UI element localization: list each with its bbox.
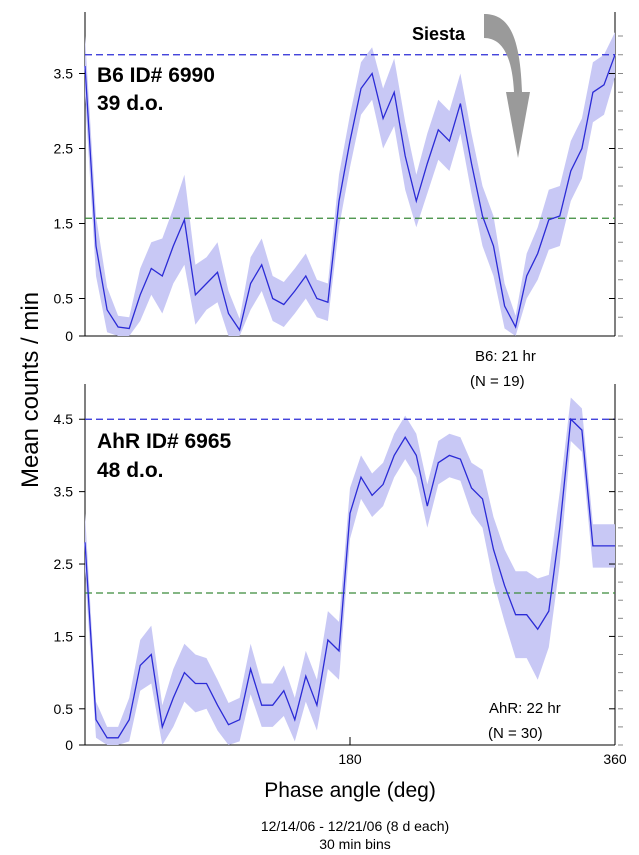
bottom-y-tick-label: 2.5 [54,556,74,572]
top-panel-y-ticks: 0 0.5 1.5 2.5 3.5 [54,35,623,344]
top-y-tick-label: 2.5 [54,141,74,157]
siesta-arrow-icon [484,14,530,158]
bottom-y-tick-label: 4.5 [54,411,74,427]
top-panel-plot-area [84,32,616,337]
top-panel-caption-line1: B6: 21 hr [475,348,536,365]
bottom-y-tick-label: 1.5 [54,628,74,644]
bottom-series-line [84,417,615,739]
bottom-panel-x-ticks: 180 360 [338,737,627,767]
top-y-tick-label: 0.5 [54,291,74,307]
top-y-tick-label: 1.5 [54,216,74,232]
top-panel: 0 0.5 1.5 2.5 3.5 B6 ID# 6990 39 d.o. Siesta… [54,12,623,390]
top-y-tick-label: 0 [65,328,73,344]
footnote-line2: 30 min bins [319,836,391,852]
top-series-line [84,54,616,332]
top-series-error-band [85,32,615,337]
bottom-x-tick-label: 180 [338,751,362,767]
bottom-series-error-band [85,397,615,745]
top-panel-caption-line2: (N = 19) [470,373,525,390]
bottom-panel-y-ticks: 0 0.5 1.5 2.5 3.5 4.5 [54,411,623,753]
bottom-panel: 0 0.5 1.5 2.5 3.5 4.5 180 360 AhR ID# 6965 48 … [54,384,627,767]
bottom-y-tick-label: 0 [65,737,73,753]
y-axis-label: Mean counts / min [17,292,44,488]
top-y-tick-label: 3.5 [54,66,74,82]
bottom-panel-plot-area [84,397,615,745]
bottom-y-tick-label: 3.5 [54,484,74,500]
top-panel-title: B6 ID# 6990 [97,64,215,87]
bottom-x-tick-label: 360 [603,751,627,767]
bottom-panel-subtitle: 48 d.o. [97,459,164,482]
bottom-y-tick-label: 0.5 [54,701,74,717]
bottom-panel-caption-line2: (N = 30) [488,725,543,742]
footnote-line1: 12/14/06 - 12/21/06 (8 d each) [261,818,449,834]
top-panel-subtitle: 39 d.o. [97,92,164,115]
siesta-label: Siesta [412,24,466,44]
x-axis-label: Phase angle (deg) [264,779,436,802]
bottom-panel-title: AhR ID# 6965 [97,430,232,453]
bottom-panel-caption-line1: AhR: 22 hr [489,700,561,717]
